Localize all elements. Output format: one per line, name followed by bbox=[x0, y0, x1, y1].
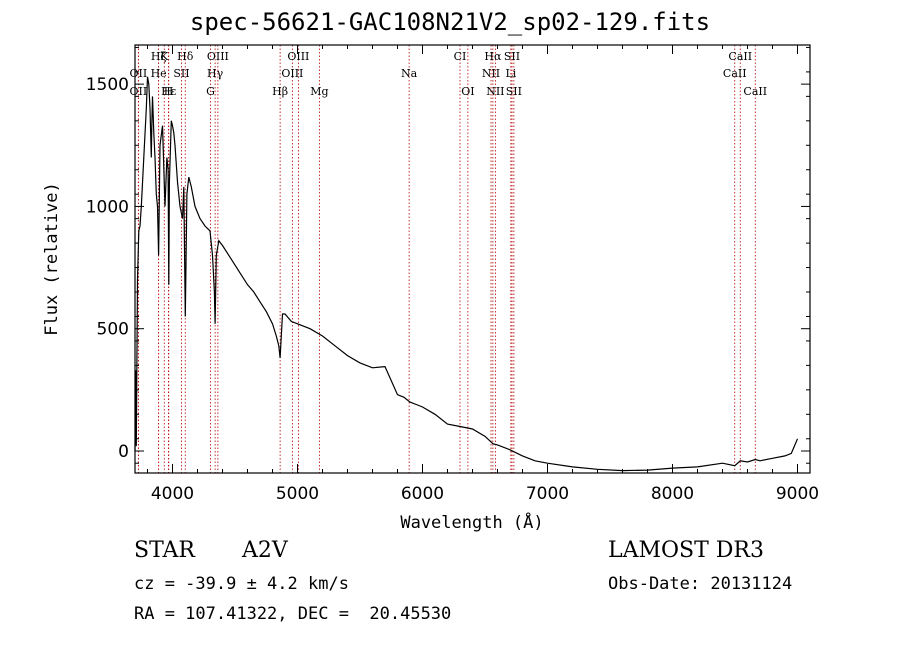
line-label: SII bbox=[173, 67, 189, 80]
x-axis-label: Wavelength (Å) bbox=[400, 511, 543, 533]
x-tick-label: 7000 bbox=[526, 484, 569, 504]
y-tick-label: 0 bbox=[118, 442, 129, 462]
spectrum-line bbox=[134, 76, 799, 472]
line-label: SII bbox=[506, 85, 522, 98]
line-label: NII bbox=[486, 85, 504, 98]
line-label: OII bbox=[130, 67, 148, 80]
x-tick-label: 5000 bbox=[276, 484, 319, 504]
line-label: OI bbox=[461, 85, 474, 98]
line-label: CaII bbox=[743, 85, 767, 98]
line-label: NII bbox=[482, 67, 500, 80]
line-label: CaII bbox=[723, 67, 747, 80]
line-label: Hδ bbox=[177, 50, 194, 63]
survey-name: LAMOST DR3 bbox=[608, 538, 764, 563]
line-label: CaII bbox=[728, 50, 752, 63]
line-label: Hγ bbox=[207, 67, 224, 80]
redshift-velocity: cz = -39.9 ± 4.2 km/s bbox=[134, 574, 349, 594]
line-label: H bbox=[164, 85, 174, 98]
line-label: Hβ bbox=[272, 85, 288, 98]
x-tick-label: 4000 bbox=[151, 484, 194, 504]
line-label: Hα bbox=[484, 50, 502, 63]
y-tick-label: 1000 bbox=[86, 197, 129, 217]
object-class: STAR bbox=[134, 538, 195, 563]
x-tick-label: 8000 bbox=[651, 484, 694, 504]
spectral-subclass: A2V bbox=[242, 538, 288, 563]
y-tick-label: 500 bbox=[97, 320, 129, 340]
x-tick-label: 6000 bbox=[401, 484, 444, 504]
line-label: SII bbox=[504, 50, 520, 63]
ra-dec-coordinates: RA = 107.41322, DEC = 20.45530 bbox=[134, 604, 452, 624]
y-axis-ticks: 0 500 1000 1500 bbox=[86, 46, 810, 464]
y-tick-label: 1500 bbox=[86, 75, 129, 95]
line-label: He bbox=[151, 67, 167, 80]
line-label: Hε bbox=[161, 85, 177, 98]
line-label: G bbox=[206, 85, 215, 98]
line-label: OIII bbox=[287, 50, 309, 63]
line-label: OII bbox=[130, 85, 148, 98]
line-label: K bbox=[160, 50, 169, 63]
line-label: Hζ bbox=[151, 50, 167, 63]
plot-frame bbox=[134, 44, 811, 474]
line-label: OIII bbox=[281, 67, 303, 80]
line-label: Mg bbox=[310, 85, 328, 98]
chart-title: spec-56621-GAC108N21V2_sp02-129.fits bbox=[189, 8, 711, 36]
y-axis-label: Flux (relative) bbox=[42, 182, 62, 336]
line-label: Li bbox=[505, 67, 516, 80]
line-label: CI bbox=[454, 50, 467, 63]
emission-line-markers bbox=[137, 45, 756, 473]
x-axis-ticks: 4000 5000 6000 7000 8000 9000 bbox=[147, 45, 819, 504]
line-label: Na bbox=[401, 67, 418, 80]
x-tick-label: 9000 bbox=[776, 484, 819, 504]
line-label: OIII bbox=[207, 50, 229, 63]
observation-date: Obs-Date: 20131124 bbox=[608, 574, 793, 594]
